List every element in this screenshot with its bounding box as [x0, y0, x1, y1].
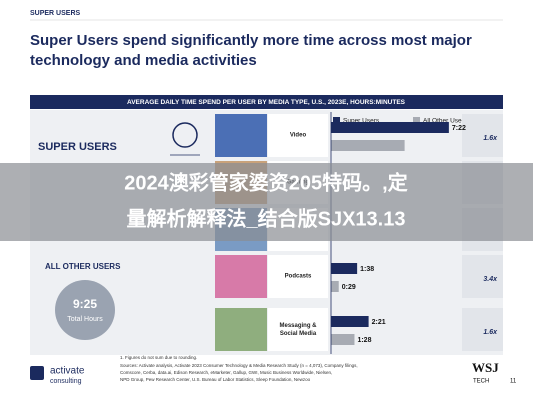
other-label: ALL OTHER USERS — [45, 262, 121, 271]
row-label-bg — [268, 114, 328, 157]
banner — [30, 95, 503, 109]
wsj-sub: TECH — [473, 379, 489, 385]
category-label: Messaging & Social Media — [279, 323, 317, 337]
note: Sources: Activate analysis, Activate 202… — [120, 363, 358, 368]
title: Super Users spend significantly more tim… — [30, 32, 472, 49]
bar — [331, 316, 369, 327]
bar — [331, 140, 405, 151]
note: NPD Group, Pew Research Center, U.S. Bur… — [120, 377, 311, 382]
value-label: 1:28 — [357, 337, 371, 344]
legend-label: All Other Users — [423, 118, 468, 125]
super-label: SUPER USERS — [38, 141, 117, 153]
value-label: 7:22 — [452, 125, 466, 132]
category-label: Podcasts — [285, 274, 312, 280]
total: 9:25 — [73, 297, 97, 311]
brand-sub: consulting — [50, 378, 82, 385]
legend-label: Super Users — [343, 118, 380, 125]
row-image — [215, 308, 267, 351]
row-image — [215, 255, 267, 298]
ratio-label: 1.6x — [483, 135, 498, 142]
logo-badge — [172, 122, 198, 148]
value-label: 1:38 — [360, 266, 374, 273]
brand-icon — [30, 366, 44, 380]
value-label: 0:29 — [342, 284, 356, 291]
value-label: 2:21 — [372, 319, 386, 326]
bar — [331, 263, 358, 274]
row-ratio-bg — [462, 114, 503, 157]
ratio-label: 3.4x — [483, 276, 498, 283]
bar — [331, 122, 449, 133]
wsj: WSJ — [472, 360, 499, 375]
page-number: 11 — [510, 379, 517, 385]
overlay-text: 量解析解释法_结合版SJX13.13 — [127, 206, 406, 230]
total-circle — [55, 280, 115, 340]
note: 1. Figures do not sum due to rounding. — [120, 355, 197, 360]
row-label-bg — [268, 255, 328, 298]
bar — [331, 281, 339, 292]
brand: activate — [50, 366, 85, 377]
row-image — [215, 114, 267, 157]
overlay-band — [0, 163, 533, 241]
category-label: Video — [290, 133, 307, 139]
row-ratio-bg — [462, 308, 503, 351]
banner-text: AVERAGE DAILY TIME SPEND PER USER BY MED… — [127, 99, 406, 106]
row-label-bg — [268, 308, 328, 351]
bar — [331, 334, 355, 345]
title: technology and media activities — [30, 52, 257, 69]
kicker: SUPER USERS — [30, 10, 81, 17]
legend-swatch — [413, 117, 420, 124]
note: Comscore, Cerba, data.ai, Edison Researc… — [120, 370, 332, 375]
total-caption: Total Hours — [67, 316, 103, 323]
overlay-text: 2024澳彩管家婆资205特码。,定 — [124, 170, 407, 194]
legend-swatch — [333, 117, 340, 124]
ratio-label: 1.6x — [483, 329, 498, 336]
row-ratio-bg — [462, 255, 503, 298]
